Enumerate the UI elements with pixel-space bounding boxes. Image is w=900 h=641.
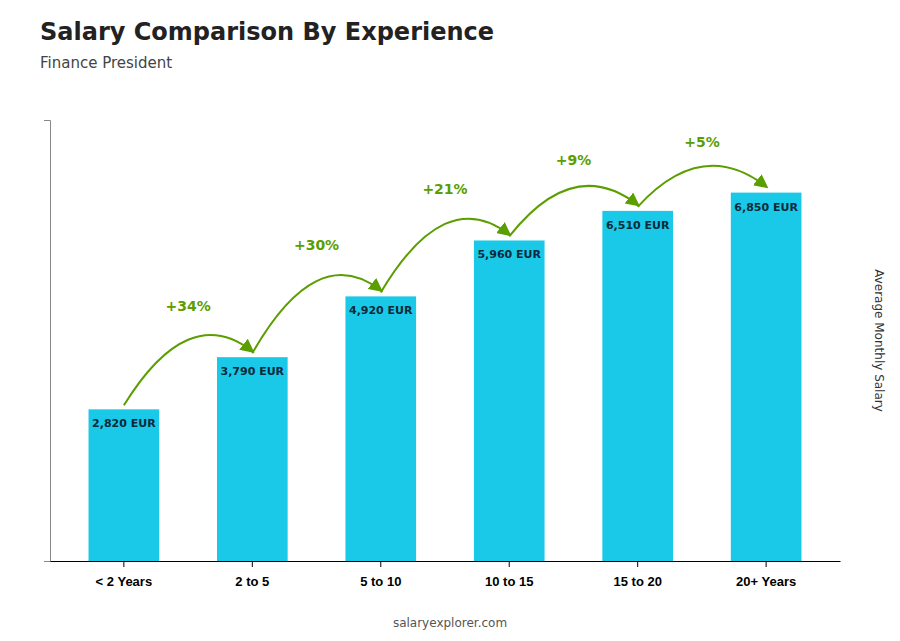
data-label: 4,920 EUR bbox=[349, 304, 413, 317]
change-label: +9% bbox=[556, 152, 592, 168]
x-tick: 15 to 20 bbox=[613, 561, 661, 589]
bar bbox=[217, 357, 288, 561]
x-axis-line bbox=[51, 561, 841, 562]
x-tick-label: < 2 Years bbox=[96, 574, 153, 589]
x-tick-mark bbox=[123, 561, 124, 567]
data-labels: 2,820 EUR 3,790 EUR 4,920 EUR 5,960 EUR 6,51… bbox=[92, 201, 798, 431]
x-tick-label: 2 to 5 bbox=[235, 574, 269, 589]
x-tick: 20+ Years bbox=[736, 561, 796, 589]
bar bbox=[89, 409, 160, 561]
change-label: +34% bbox=[165, 298, 210, 314]
subtitle: Finance President bbox=[40, 54, 172, 72]
x-tick: 5 to 10 bbox=[360, 561, 401, 589]
x-tick-label: 20+ Years bbox=[736, 574, 796, 589]
y-axis bbox=[44, 121, 51, 562]
x-tick-mark bbox=[252, 561, 253, 567]
data-label: 5,960 EUR bbox=[477, 248, 541, 261]
bar bbox=[731, 193, 802, 561]
bars bbox=[89, 193, 802, 561]
y-axis-line bbox=[44, 121, 51, 562]
data-label: 3,790 EUR bbox=[221, 365, 285, 378]
x-tick: 10 to 15 bbox=[485, 561, 533, 589]
change-label: +30% bbox=[294, 237, 339, 253]
footer: salaryexplorer.com bbox=[393, 616, 507, 630]
change-arrow bbox=[509, 186, 637, 237]
x-tick-label: 5 to 10 bbox=[360, 574, 401, 589]
y-axis-title: Average Monthly Salary bbox=[872, 269, 886, 412]
title: Salary Comparison By Experience bbox=[40, 18, 494, 46]
bar bbox=[474, 240, 545, 561]
x-tick-label: 10 to 15 bbox=[485, 574, 533, 589]
x-tick-label: 15 to 20 bbox=[613, 574, 661, 589]
x-tick-mark bbox=[509, 561, 510, 567]
bar bbox=[345, 296, 416, 561]
change-arrow bbox=[124, 335, 252, 405]
x-tick-mark bbox=[380, 561, 381, 567]
data-label: 6,850 EUR bbox=[734, 201, 798, 214]
change-arrow bbox=[252, 275, 380, 353]
data-label: 6,510 EUR bbox=[606, 219, 670, 232]
annotations: +34% +30% +21% +9% +5% bbox=[124, 134, 766, 406]
data-label: 2,820 EUR bbox=[92, 417, 156, 430]
change-arrow bbox=[638, 166, 766, 207]
change-arrow bbox=[381, 219, 509, 293]
x-axis: < 2 Years 2 to 5 5 to 10 10 to 15 15 to 20 20… bbox=[51, 561, 841, 589]
x-tick-mark bbox=[766, 561, 767, 567]
x-tick: < 2 Years bbox=[96, 561, 153, 589]
x-tick-mark bbox=[637, 561, 638, 567]
x-tick: 2 to 5 bbox=[235, 561, 269, 589]
chart: Salary Comparison By Experience Finance P… bbox=[0, 0, 900, 641]
plot: < 2 Years 2 to 5 5 to 10 10 to 15 15 to 20 20… bbox=[44, 121, 841, 589]
change-label: +21% bbox=[422, 181, 467, 197]
change-label: +5% bbox=[684, 134, 720, 150]
bar bbox=[602, 211, 673, 561]
